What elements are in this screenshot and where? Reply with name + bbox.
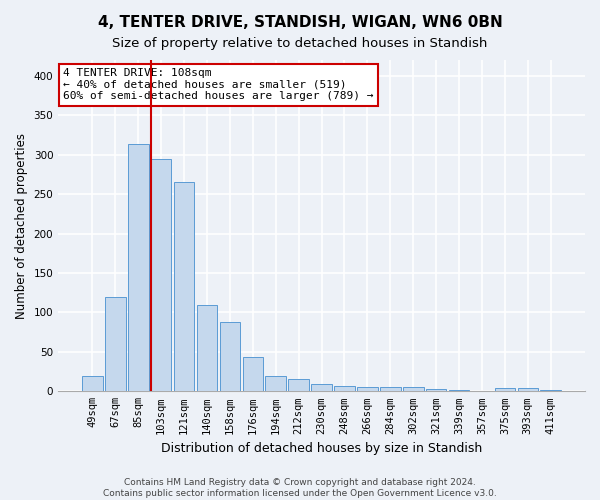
Text: Contains HM Land Registry data © Crown copyright and database right 2024.
Contai: Contains HM Land Registry data © Crown c… [103,478,497,498]
Bar [403,388,424,392]
Bar [151,158,172,392]
Bar [197,306,217,392]
Bar [82,376,103,392]
Bar [128,144,149,392]
Y-axis label: Number of detached properties: Number of detached properties [15,132,28,318]
Bar [105,296,125,392]
Bar [311,384,332,392]
Bar [265,376,286,392]
Text: 4 TENTER DRIVE: 108sqm
← 40% of detached houses are smaller (519)
60% of semi-de: 4 TENTER DRIVE: 108sqm ← 40% of detached… [64,68,374,102]
Bar [220,322,240,392]
Bar [242,356,263,392]
Text: Size of property relative to detached houses in Standish: Size of property relative to detached ho… [112,38,488,51]
Bar [334,386,355,392]
Bar [289,380,309,392]
Bar [518,388,538,392]
Bar [426,389,446,392]
Bar [472,390,493,392]
Bar [380,388,401,392]
Bar [541,390,561,392]
Text: 4, TENTER DRIVE, STANDISH, WIGAN, WN6 0BN: 4, TENTER DRIVE, STANDISH, WIGAN, WN6 0B… [98,15,502,30]
Bar [449,390,469,392]
Bar [174,182,194,392]
X-axis label: Distribution of detached houses by size in Standish: Distribution of detached houses by size … [161,442,482,455]
Bar [357,386,378,392]
Bar [494,388,515,392]
